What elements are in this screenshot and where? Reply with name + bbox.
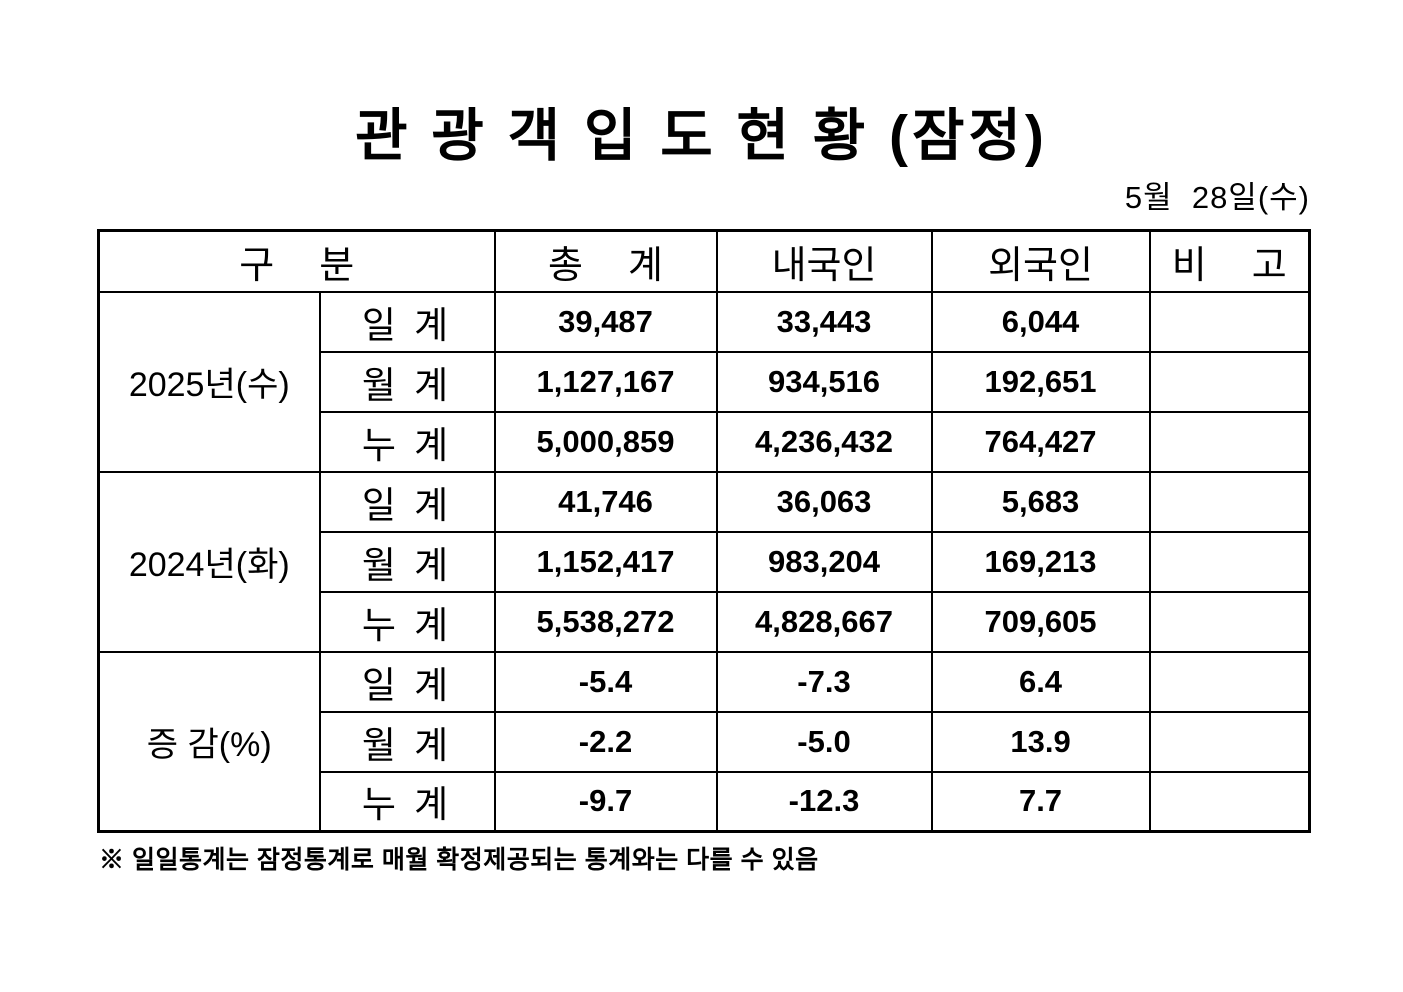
header-domestic: 내국인 — [715, 229, 933, 293]
value-foreign: 6,044 — [930, 290, 1151, 353]
row-label: 월 계 — [318, 710, 496, 773]
group-label-2025: 2025년(수) — [97, 290, 321, 473]
value-foreign: 13.9 — [930, 710, 1151, 773]
tourist-stats-table: 구 분 총 계 내국인 외국인 비 고 2025년(수) 일 계 39,487 … — [97, 229, 1312, 833]
value-domestic: -5.0 — [715, 710, 933, 773]
header-row: 구 분 총 계 내국인 외국인 비 고 — [97, 229, 1311, 293]
note-cell — [1148, 590, 1311, 653]
group-label-2024: 2024년(화) — [97, 470, 321, 653]
value-foreign: 5,683 — [930, 470, 1151, 533]
row-label: 누 계 — [318, 770, 496, 833]
header-foreign: 외국인 — [930, 229, 1151, 293]
value-domestic: 983,204 — [715, 530, 933, 593]
value-foreign: 7.7 — [930, 770, 1151, 833]
value-domestic: 36,063 — [715, 470, 933, 533]
note-cell — [1148, 410, 1311, 473]
note-cell — [1148, 530, 1311, 593]
value-total: -2.2 — [493, 710, 718, 773]
table-row: 월 계 1,127,167 934,516 192,651 — [99, 350, 1311, 413]
value-total: 1,127,167 — [493, 350, 718, 413]
table-row: 증 감(%) 일 계 -5.4 -7.3 6.4 — [97, 650, 1311, 833]
table-row: 누 계 5,000,859 4,236,432 764,427 — [99, 410, 1311, 473]
table-row: 누 계 5,538,272 4,828,667 709,605 — [99, 590, 1311, 653]
value-foreign: 192,651 — [930, 350, 1151, 413]
value-foreign: 169,213 — [930, 530, 1151, 593]
value-total: 5,000,859 — [493, 410, 718, 473]
header-category: 구 분 — [97, 229, 496, 293]
group-label-change: 증 감(%) — [97, 650, 321, 833]
value-domestic: 4,828,667 — [715, 590, 933, 653]
value-foreign: 764,427 — [930, 410, 1151, 473]
row-label: 월 계 — [318, 530, 496, 593]
value-total: -9.7 — [493, 770, 718, 833]
header-total: 총 계 — [493, 229, 718, 293]
row-label: 일 계 — [318, 650, 496, 713]
value-domestic: 33,443 — [715, 290, 933, 353]
value-total: 39,487 — [493, 290, 718, 353]
value-total: 5,538,272 — [493, 590, 718, 653]
report-date: 5월 28일(수) — [1124, 180, 1310, 215]
row-label: 월 계 — [318, 350, 496, 413]
value-foreign: 6.4 — [930, 650, 1151, 713]
row-label: 일 계 — [318, 290, 496, 353]
value-domestic: -12.3 — [715, 770, 933, 833]
row-label: 누 계 — [318, 410, 496, 473]
note-cell — [1148, 350, 1311, 413]
value-domestic: 934,516 — [715, 350, 933, 413]
note-cell — [1148, 470, 1311, 533]
table-row: 월 계 -2.2 -5.0 13.9 — [99, 710, 1311, 773]
footnote: ※ 일일통계는 잠정통계로 매월 확정제공되는 통계와는 다를 수 있음 — [99, 846, 819, 874]
note-cell — [1148, 710, 1311, 773]
header-note: 비 고 — [1148, 229, 1311, 293]
note-cell — [1148, 770, 1311, 833]
row-label: 누 계 — [318, 590, 496, 653]
value-total: 1,152,417 — [493, 530, 718, 593]
page-title: 관 광 객 입 도 현 황 (잠정) — [355, 104, 1048, 168]
value-total: -5.4 — [493, 650, 718, 713]
value-domestic: -7.3 — [715, 650, 933, 713]
value-foreign: 709,605 — [930, 590, 1151, 653]
note-cell — [1148, 650, 1311, 713]
note-cell — [1148, 290, 1311, 353]
row-label: 일 계 — [318, 470, 496, 533]
value-domestic: 4,236,432 — [715, 410, 933, 473]
table-row: 누 계 -9.7 -12.3 7.7 — [99, 770, 1311, 833]
table-row: 2025년(수) 일 계 39,487 33,443 6,044 — [97, 290, 1311, 473]
table-row: 2024년(화) 일 계 41,746 36,063 5,683 — [97, 470, 1311, 653]
table-row: 월 계 1,152,417 983,204 169,213 — [99, 530, 1311, 593]
value-total: 41,746 — [493, 470, 718, 533]
